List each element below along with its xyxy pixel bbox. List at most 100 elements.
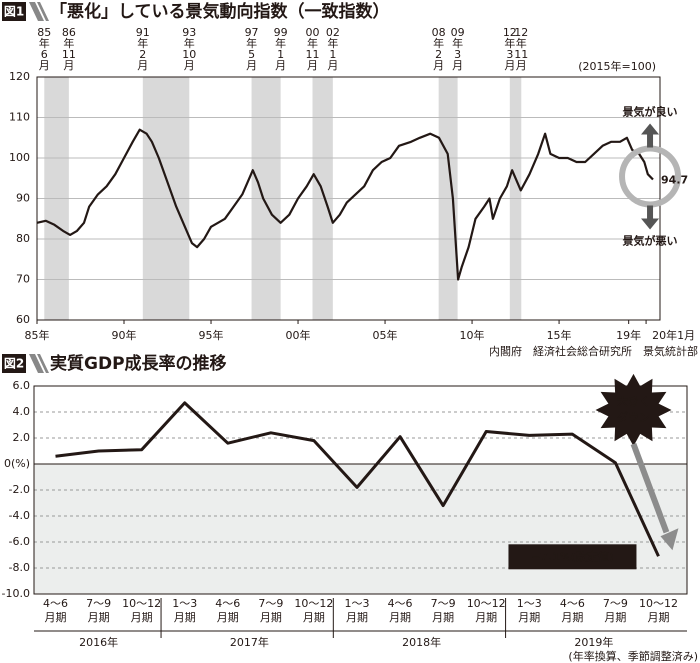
chart-header: 図1 [4, 5, 24, 19]
recession-label: 1 [329, 48, 336, 61]
x-tick-label: 20年1月 [652, 328, 695, 342]
recession-label: 月 [307, 59, 318, 72]
y-tick-label: 4.0 [13, 405, 31, 418]
recession-label: 月 [516, 59, 527, 72]
recession-label: 月 [184, 59, 195, 72]
recession-label: 91 [136, 26, 150, 39]
recession-label: 02 [326, 26, 340, 39]
annotation: 景気が良い [622, 104, 678, 118]
source: 内閣府 経済社会総合研究所 景気統計部 [489, 344, 698, 358]
y-tick-label: 110 [9, 111, 30, 124]
x-tick-label: 10年 [460, 328, 485, 342]
header-slash [29, 2, 49, 21]
recession-label: 11 [62, 48, 76, 61]
down-arrow [641, 205, 660, 230]
recession-label: 年 [246, 36, 257, 50]
x-tick-label: 1～3 月期 [172, 597, 197, 624]
recession-label: 年 [307, 36, 318, 50]
y-tick-label: 120 [9, 70, 30, 83]
recession-label: 12 [514, 26, 528, 39]
x-tick-label: 4～6 月期 [43, 597, 68, 624]
last-value-label: 94.7 [661, 173, 688, 186]
recession-label: 3 [506, 48, 513, 61]
arrow-head [660, 528, 679, 551]
recession-label: 月 [63, 59, 74, 72]
recession-label: 1 [277, 48, 284, 61]
y-tick-label: 100 [9, 151, 30, 164]
recession-label: 年 [327, 36, 338, 50]
y-tick-label: 0(%) [4, 457, 30, 470]
recession-label: 09 [451, 26, 465, 39]
plot-frame [33, 385, 688, 595]
recession-label: 12 [503, 26, 517, 39]
x-tick-label: 19年 [616, 328, 641, 342]
y-tick-label: 60 [16, 313, 30, 326]
x-tick-label: 15年 [547, 328, 572, 342]
plot-frame [36, 76, 661, 321]
value-label-box [508, 544, 637, 570]
y-tick-label: 80 [16, 232, 30, 245]
recession-label: 月 [39, 59, 50, 72]
x-tick-label: 05年 [373, 328, 398, 342]
recession-label: 93 [182, 26, 196, 39]
year-label: 2016年 [79, 635, 118, 649]
recession-label: 月 [504, 59, 515, 72]
recession-label: 年 [433, 36, 444, 50]
chart-title: 「悪化」している景気動向指数（一致指数） [50, 1, 390, 22]
recession-label: 年 [275, 36, 286, 50]
x-tick-label: 85年 [25, 328, 50, 342]
x-tick-label: 00年 [286, 328, 311, 342]
x-tick-label: 7～9 月期 [603, 597, 628, 624]
x-tick-label: 7～9 月期 [258, 597, 283, 624]
x-tick-label: 4～6 月期 [560, 597, 585, 624]
unit-note: (2015年=100) [578, 59, 656, 73]
x-tick-label: 4～6 月期 [215, 597, 240, 624]
recession-label: 2 [139, 48, 146, 61]
recession-label: 年 [184, 36, 195, 50]
annotation: 景気が悪い [622, 233, 678, 247]
header-box [2, 2, 26, 21]
recession-label: 99 [274, 26, 288, 39]
y-tick-label: 2.0 [13, 431, 31, 444]
negative-area [34, 464, 687, 594]
recession-label: 97 [245, 26, 259, 39]
header-slash [29, 354, 49, 373]
recession-label: 年 [39, 36, 50, 50]
x-tick-label: 1～3 月期 [345, 597, 370, 624]
y-tick-label: -6.0 [9, 535, 30, 548]
x-tick-label: 7～9 月期 [431, 597, 456, 624]
recession-label: 2 [435, 48, 442, 61]
header-box [2, 354, 26, 373]
recession-label: 月 [327, 59, 338, 72]
year-label: 2017年 [230, 635, 269, 649]
recession-label: 年 [516, 36, 527, 50]
recession-label: 年 [452, 36, 463, 50]
up-arrow [641, 123, 660, 148]
recession-label: 10 [182, 48, 196, 61]
recession-label: 11 [305, 48, 319, 61]
y-tick-label: 70 [16, 273, 30, 286]
y-tick-label: -8.0 [9, 561, 30, 574]
chart-title: 実質GDP成長率の推移 [50, 353, 227, 374]
x-tick-label: 4～6 月期 [388, 597, 413, 624]
recession-label: 85 [37, 26, 51, 39]
recession-label: 月 [275, 59, 286, 72]
recession-label: 月 [433, 59, 444, 72]
y-tick-label: -4.0 [9, 509, 30, 522]
x-tick-label: 1～3 月期 [517, 597, 542, 624]
recession-label: 月 [452, 59, 463, 72]
recession-label: 年 [137, 36, 148, 50]
x-tick-label: 10～12 月期 [122, 597, 161, 624]
year-label: 2018年 [402, 635, 441, 649]
x-tick-label: 90年 [112, 328, 137, 342]
y-tick-label: 90 [16, 192, 30, 205]
arrow-shaft [630, 442, 670, 534]
recession-label: 11 [514, 48, 528, 61]
x-tick-label: 10～12 月期 [294, 597, 333, 624]
callout-burst [595, 373, 672, 447]
chart-header: 図2 [4, 357, 24, 371]
note: (年率換算、季節調整済み) [568, 649, 698, 663]
x-tick-label: 7～9 月期 [86, 597, 111, 624]
highlight-circle [619, 145, 682, 208]
recession-label: 月 [246, 59, 257, 72]
